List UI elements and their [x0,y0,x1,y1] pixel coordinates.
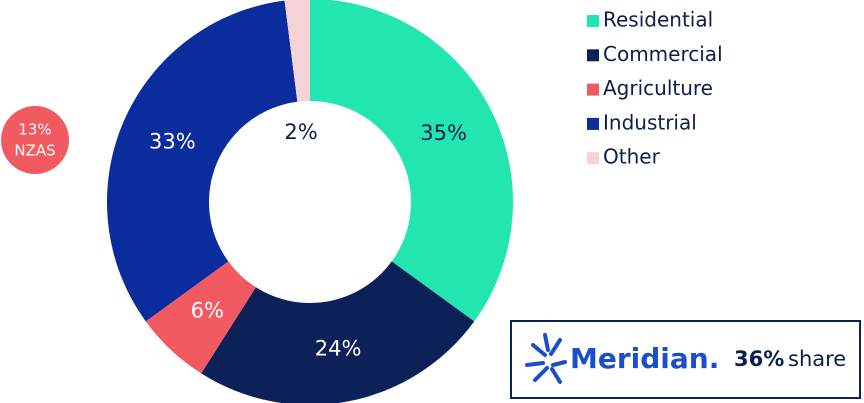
legend-label: Other [603,145,661,169]
data-label: 2% [284,120,317,144]
legend-label: Commercial [603,42,723,66]
legend-label: Industrial [603,110,697,134]
slice [284,0,310,102]
legend-swatch [587,117,599,130]
legend-label: Agriculture [603,76,713,100]
slice [310,0,513,322]
slice [201,261,475,403]
legend-label: Residential [603,8,713,32]
legend-swatch [587,49,599,62]
slice [145,261,256,374]
annotation-text: 13% [18,121,51,139]
annotation-text: NZAS [14,142,55,160]
data-label: 33% [149,129,196,153]
badge-box [510,320,861,399]
share-value: 36% [734,347,784,371]
legend-swatch [587,15,599,27]
data-label: 35% [420,121,467,145]
data-label: 6% [191,298,224,322]
annotation-bubble [1,106,69,174]
legend-swatch [587,152,599,165]
brand-logo [525,333,567,384]
brand-name: Meridian. [570,342,719,375]
data-label: 24% [315,336,362,360]
share-label: share [788,347,846,371]
legend-swatch [587,83,599,96]
slice [106,0,298,322]
